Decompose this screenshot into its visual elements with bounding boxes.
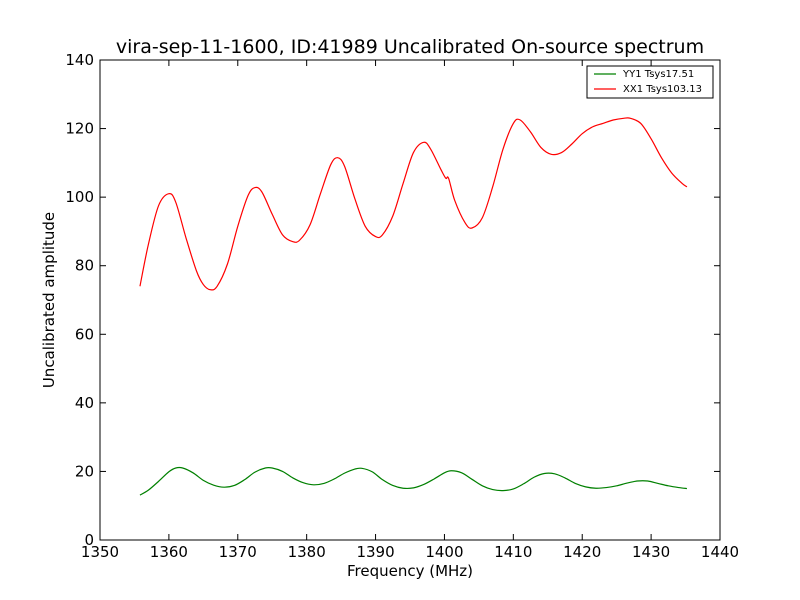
x-tick-label: 1430 (632, 543, 670, 561)
y-tick-label: 120 (65, 120, 94, 138)
y-tick-label: 40 (75, 394, 94, 412)
x-tick-label: 1380 (288, 543, 326, 561)
legend-label-xx1: XX1 Tsys103.13 (623, 84, 702, 95)
plot-frame (99, 59, 721, 541)
legend-label-yy1: YY1 Tsys17.51 (622, 69, 694, 80)
x-tick-label: 1420 (563, 543, 601, 561)
series-layer (139, 117, 688, 496)
x-tick-label: 1410 (494, 543, 532, 561)
chart-title: vira-sep-11-1600, ID:41989 Uncalibrated … (116, 36, 704, 58)
y-tick-label: 60 (75, 325, 94, 343)
y-tick-label: 140 (65, 51, 94, 69)
y-axis-ticks: 0 20 40 60 80 100 120 140 (65, 51, 720, 549)
y-axis-label: Uncalibrated amplitude (40, 212, 58, 388)
x-axis-label: Frequency (MHz) (347, 562, 473, 580)
y-tick-label: 80 (75, 257, 94, 275)
x-tick-label: 1370 (219, 543, 257, 561)
x-tick-label: 1390 (356, 543, 394, 561)
y-tick-label: 0 (84, 531, 94, 549)
x-tick-label: 1440 (701, 543, 739, 561)
x-axis-ticks: 1350 1360 1370 1380 1390 1400 1410 1420 1430 1440 (81, 60, 739, 561)
y-tick-label: 20 (75, 462, 94, 480)
x-tick-label: 1350 (81, 543, 119, 561)
legend-box (586, 65, 714, 99)
x-tick-label: 1360 (150, 543, 188, 561)
plot-area (100, 60, 720, 540)
legend: YY1 Tsys17.51 XX1 Tsys103.13 (586, 65, 714, 99)
x-tick-label: 1400 (425, 543, 463, 561)
series-line-xx1 (139, 117, 688, 291)
series-line-yy1 (139, 466, 688, 496)
y-tick-label: 100 (65, 188, 94, 206)
